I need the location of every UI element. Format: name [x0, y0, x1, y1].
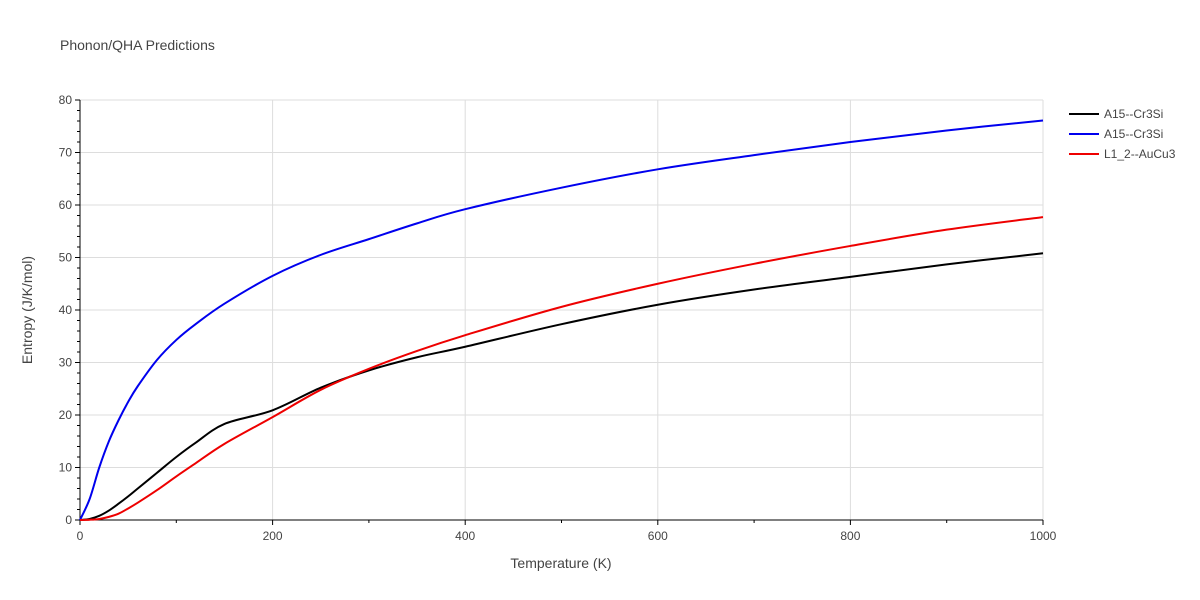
- y-tick-label: 40: [59, 303, 73, 317]
- chart-title: Phonon/QHA Predictions: [60, 37, 215, 53]
- y-tick-label: 30: [59, 356, 73, 370]
- legend-item-2[interactable]: A15--Cr3Si: [1069, 127, 1163, 141]
- x-tick-label: 200: [263, 529, 283, 543]
- grid-lines: [80, 99, 1044, 520]
- y-axis-title: Entropy (J/K/mol): [19, 256, 35, 364]
- x-tick-label: 0: [77, 529, 84, 543]
- legend-label: L1_2--AuCu3: [1104, 147, 1176, 161]
- x-tick-label: 1000: [1030, 529, 1057, 543]
- y-tick-label: 10: [59, 461, 73, 475]
- y-tick-label: 50: [59, 251, 73, 265]
- y-tick-label: 0: [65, 513, 72, 527]
- x-tick-label: 800: [840, 529, 860, 543]
- legend[interactable]: A15--Cr3Si A15--Cr3Si L1_2--AuCu3: [1069, 107, 1176, 161]
- legend-item-1[interactable]: A15--Cr3Si: [1069, 107, 1163, 121]
- x-tick-label: 400: [455, 529, 475, 543]
- y-tick-label: 60: [59, 198, 73, 212]
- y-tick-label: 20: [59, 408, 73, 422]
- series-lines: [79, 119, 1044, 521]
- series-line-1[interactable]: [79, 252, 1044, 521]
- legend-item-3[interactable]: L1_2--AuCu3: [1069, 147, 1176, 161]
- tick-labels: 0 200 400 600 800 1000 0 10 20 30 40 50 60 70 80: [59, 93, 1057, 543]
- legend-label: A15--Cr3Si: [1104, 127, 1163, 141]
- axes: [75, 99, 1044, 525]
- y-tick-label: 70: [59, 146, 73, 160]
- x-axis-title: Temperature (K): [510, 555, 611, 571]
- series-line-3[interactable]: [79, 216, 1044, 521]
- legend-label: A15--Cr3Si: [1104, 107, 1163, 121]
- series-line-2[interactable]: [79, 119, 1044, 521]
- y-tick-label: 80: [59, 93, 73, 107]
- x-tick-label: 600: [648, 529, 668, 543]
